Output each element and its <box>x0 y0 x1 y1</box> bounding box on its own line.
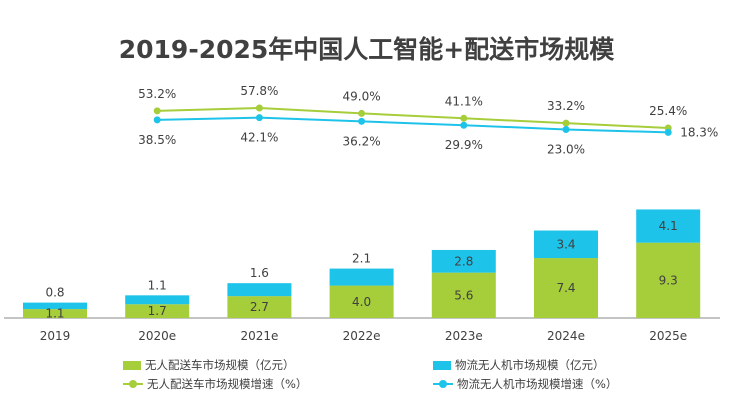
legend-label: 物流无人机市场规模（亿元） <box>455 358 605 372</box>
bar-segment <box>636 209 701 243</box>
data-label: 9.3 <box>659 273 678 287</box>
series-line <box>157 116 669 134</box>
legend-label: 无人配送车市场规模（亿元） <box>145 358 295 372</box>
data-label: 1.1 <box>45 307 64 321</box>
bar-segment <box>534 230 598 259</box>
data-label: 3.4 <box>556 237 575 251</box>
series-line <box>157 106 669 129</box>
data-label: 4.1 <box>659 219 678 233</box>
bar-segment <box>23 302 87 310</box>
legend-swatch <box>433 360 451 370</box>
line-data-label: 36.2% <box>343 134 381 148</box>
data-label: 4.0 <box>352 295 371 309</box>
line-point <box>562 125 570 133</box>
x-tick-label: 2020e <box>138 329 176 343</box>
data-label: 1.6 <box>250 266 269 280</box>
data-label: 2.7 <box>250 300 269 314</box>
x-tick-label: 2021e <box>240 329 278 343</box>
line-point <box>460 121 468 129</box>
line-data-label: 33.2% <box>547 99 585 113</box>
legend-item-bar-1: 物流无人机市场规模（亿元） <box>433 357 605 373</box>
line-data-label: 42.1% <box>240 131 278 145</box>
x-tick-label: 2019 <box>40 329 71 343</box>
bar-segment <box>329 268 394 286</box>
legend-item-bar-0: 无人配送车市场规模（亿元） <box>123 357 295 373</box>
bar-segment <box>125 295 190 305</box>
bar-segment <box>431 249 496 273</box>
line-data-label: 18.3% <box>680 125 718 139</box>
line-point <box>460 114 468 122</box>
data-label: 2.8 <box>454 254 473 268</box>
bar-segment <box>329 285 394 318</box>
legend-line-marker <box>123 380 143 388</box>
line-data-label: 38.5% <box>138 133 176 147</box>
line-data-label: 41.1% <box>445 94 483 108</box>
x-tick-label: 2024e <box>547 329 585 343</box>
data-label: 1.7 <box>148 304 167 318</box>
bar-segment <box>125 304 190 318</box>
line-data-label: 49.0% <box>343 89 381 103</box>
legend-label: 物流无人机市场规模增速（%） <box>457 377 618 391</box>
line-point <box>255 104 263 112</box>
data-label: 2.1 <box>352 252 371 266</box>
line-point <box>562 119 570 127</box>
line-point <box>153 107 161 115</box>
line-data-label: 25.4% <box>649 104 687 118</box>
bar-segment <box>636 242 701 318</box>
bar-segment <box>227 283 292 297</box>
data-label: 0.8 <box>45 286 64 300</box>
data-label: 5.6 <box>454 288 473 302</box>
legend-line-marker <box>433 380 453 388</box>
legend-item-line-0: 无人配送车市场规模增速（%） <box>123 376 307 392</box>
chart-title: 2019-2025年中国人工智能+配送市场规模 <box>118 35 615 64</box>
x-tick-label: 2022e <box>343 329 381 343</box>
line-point <box>358 109 366 117</box>
bar-segment <box>431 272 496 318</box>
legend-swatch <box>123 360 141 370</box>
x-tick-label: 2023e <box>445 329 483 343</box>
line-data-label: 53.2% <box>138 87 176 101</box>
legend-item-line-1: 物流无人机市场规模增速（%） <box>433 376 617 392</box>
line-data-label: 29.9% <box>445 138 483 152</box>
line-data-label: 57.8% <box>240 84 278 98</box>
line-data-label: 23.0% <box>547 142 585 156</box>
line-point <box>664 128 672 136</box>
legend-label: 无人配送车市场规模增速（%） <box>147 377 308 391</box>
bar-segment <box>227 296 292 318</box>
bar-segment <box>23 309 87 318</box>
data-label: 7.4 <box>556 281 575 295</box>
line-point <box>255 114 263 122</box>
line-point <box>358 117 366 125</box>
data-label: 1.1 <box>148 278 167 292</box>
bar-segment <box>534 258 598 318</box>
line-point <box>153 116 161 124</box>
x-tick-label: 2025e <box>649 329 687 343</box>
